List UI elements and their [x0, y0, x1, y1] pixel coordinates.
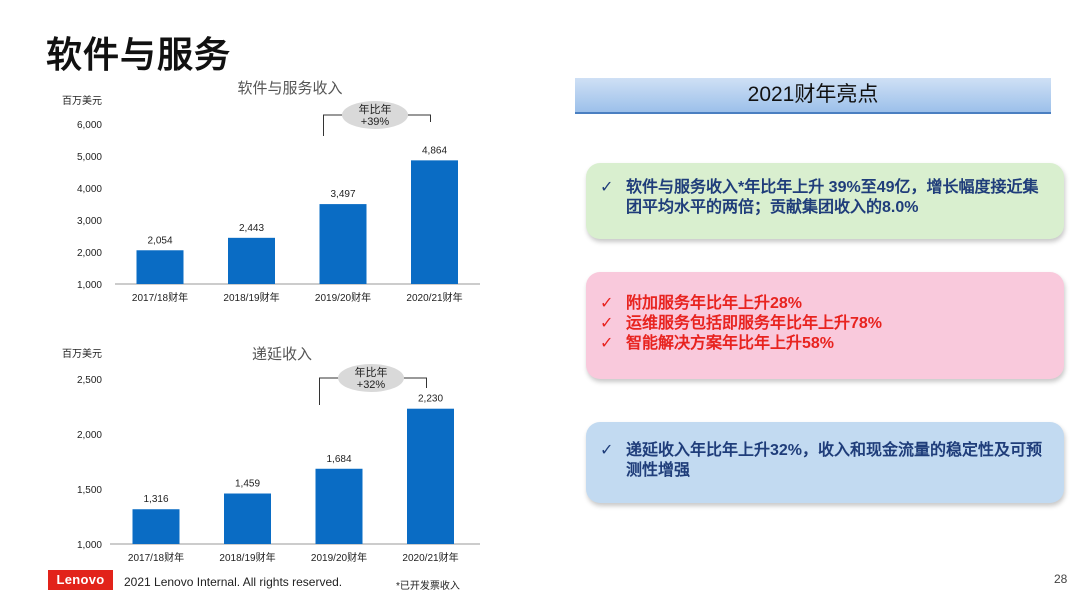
x-tick-label: 2017/18财年 [128, 551, 184, 564]
growth-callout-label: 年比年 [355, 365, 388, 379]
copyright-text: 2021 Lenovo Internal. All rights reserve… [124, 575, 343, 589]
highlight-box-services: ✓ 附加服务年比年上升28% ✓ 运维服务包括即服务年比年上升78% ✓ 智能解决方案… [586, 272, 1064, 379]
highlight-item: ✓ 运维服务包括即服务年比年上升78% [600, 315, 883, 332]
check-icon: ✓ [600, 335, 614, 352]
growth-callout [338, 364, 404, 392]
highlight-item: ✓ 软件与服务收入*年比年上升 39%至49亿，增长幅度接近集团平均水平的两倍；贡… [600, 179, 1039, 216]
deferred-revenue-chart: 递延收入 百万美元 1,000 1,500 2,000 2,500 1,316 2017/18… [62, 346, 480, 564]
x-tick-label: 2017/18财年 [132, 291, 188, 304]
y-tick-label: 1,000 [77, 540, 102, 551]
x-tick-label: 2020/21财年 [406, 291, 462, 304]
x-tick-label: 2018/19财年 [219, 551, 275, 564]
y-tick-label: 6,000 [77, 120, 102, 131]
bar [411, 160, 458, 284]
highlight-item: ✓ 智能解决方案年比年上升58% [600, 335, 835, 352]
bar [136, 250, 184, 284]
data-label: 3,497 [330, 189, 355, 200]
growth-callout-value: +39% [361, 116, 390, 128]
growth-callout [342, 101, 408, 129]
x-tick-label: 2019/20财年 [311, 551, 367, 564]
data-label: 1,459 [235, 479, 260, 490]
data-label: 2,230 [418, 394, 443, 405]
check-icon: ✓ [600, 442, 614, 459]
chart-title: 软件与服务收入 [237, 80, 342, 97]
bar [407, 408, 454, 544]
x-tick-label: 2020/21财年 [402, 551, 458, 564]
y-tick-label: 5,000 [77, 152, 102, 163]
bar [228, 237, 275, 284]
check-icon: ✓ [600, 179, 614, 196]
bar [319, 204, 367, 284]
y-tick-label: 4,000 [77, 184, 102, 195]
page-title: 软件与服务 [46, 34, 232, 75]
bar [224, 493, 271, 544]
data-label: 2,054 [147, 235, 172, 246]
y-tick-label: 2,000 [77, 248, 102, 259]
growth-callout-label: 年比年 [359, 102, 392, 116]
data-label: 2,443 [239, 223, 264, 234]
highlight-item: ✓ 递延收入年比年上升32%，收入和现金流量的稳定性及可预测性增强 [600, 442, 1043, 479]
check-icon: ✓ [600, 295, 614, 312]
growth-callout-value: +32% [357, 379, 386, 391]
highlight-item: ✓ 附加服务年比年上升28% [600, 295, 803, 312]
x-tick-label: 2018/19财年 [223, 291, 279, 304]
footnote: *已开发票收入 [396, 581, 460, 592]
chart-title: 递延收入 [252, 346, 312, 363]
highlights-header: 2021财年亮点 [575, 78, 1051, 114]
y-tick-label: 2,000 [77, 430, 102, 441]
y-axis-unit-label: 百万美元 [62, 347, 102, 360]
data-label: 1,316 [143, 494, 168, 505]
lenovo-logo: Lenovo [48, 570, 113, 590]
x-tick-label: 2019/20财年 [315, 291, 371, 304]
data-label: 1,684 [326, 454, 351, 465]
y-tick-label: 3,000 [77, 216, 102, 227]
y-tick-label: 1,500 [77, 485, 102, 496]
check-icon: ✓ [600, 315, 614, 332]
y-tick-label: 1,000 [77, 280, 102, 291]
data-label: 4,864 [422, 145, 447, 156]
bar [315, 468, 363, 544]
page-number: 28 [1054, 572, 1068, 586]
y-tick-label: 2,500 [77, 375, 102, 386]
highlight-box-deferred: ✓ 递延收入年比年上升32%，收入和现金流量的稳定性及可预测性增强 [586, 422, 1064, 503]
y-axis-unit-label: 百万美元 [62, 94, 102, 107]
highlight-box-revenue: ✓ 软件与服务收入*年比年上升 39%至49亿，增长幅度接近集团平均水平的两倍；贡… [586, 163, 1064, 239]
bar [132, 509, 180, 544]
